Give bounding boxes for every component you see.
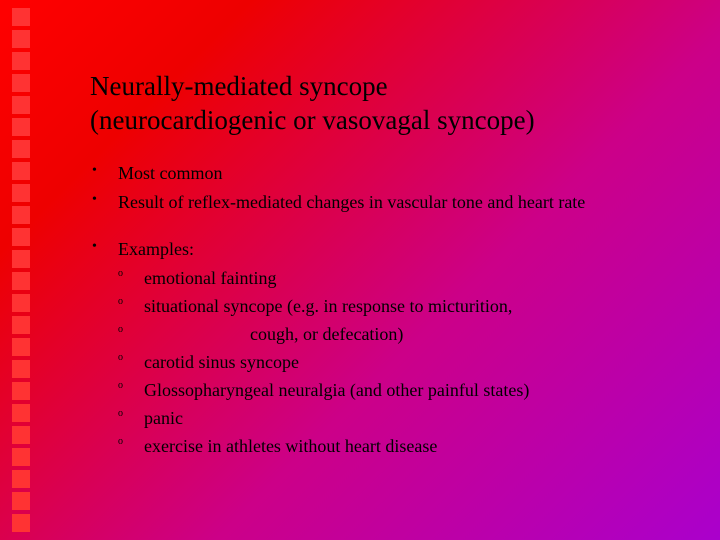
title-line-1: Neurally-mediated syncope — [90, 71, 388, 101]
decor-square — [12, 140, 30, 158]
decor-square — [12, 52, 30, 70]
decor-square — [12, 492, 30, 510]
decor-square — [12, 316, 30, 334]
spacer — [90, 218, 690, 236]
decor-square — [12, 272, 30, 290]
bullet-item: Result of reflex-mediated changes in vas… — [90, 189, 690, 216]
sub-bullet-item: cough, or defecation) — [90, 321, 690, 347]
decor-square — [12, 250, 30, 268]
decor-square — [12, 162, 30, 180]
decor-square — [12, 338, 30, 356]
sub-bullet-item: Glossopharyngeal neuralgia (and other pa… — [90, 377, 690, 403]
decor-square — [12, 448, 30, 466]
decor-square — [12, 74, 30, 92]
bullet-list: Examples: — [90, 236, 690, 263]
decor-square — [12, 294, 30, 312]
decor-square — [12, 514, 30, 532]
decor-square — [12, 118, 30, 136]
decor-square — [12, 96, 30, 114]
slide: Neurally-mediated syncope (neurocardioge… — [0, 0, 720, 540]
sidebar-squares — [0, 0, 42, 540]
bullet-item: Examples: — [90, 236, 690, 263]
decor-square — [12, 8, 30, 26]
sub-bullet-item: emotional fainting — [90, 265, 690, 291]
sub-bullet-item: situational syncope (e.g. in response to… — [90, 293, 690, 319]
decor-square — [12, 426, 30, 444]
decor-square — [12, 184, 30, 202]
sub-bullet-item: carotid sinus syncope — [90, 349, 690, 375]
sub-bullet-list: emotional fainting situational syncope (… — [90, 265, 690, 460]
sub-bullet-item: panic — [90, 405, 690, 431]
decor-square — [12, 228, 30, 246]
decor-square — [12, 404, 30, 422]
slide-title: Neurally-mediated syncope (neurocardioge… — [90, 70, 690, 138]
title-line-2: (neurocardiogenic or vasovagal syncope) — [90, 105, 535, 135]
bullet-list: Most common Result of reflex-mediated ch… — [90, 160, 690, 216]
decor-square — [12, 382, 30, 400]
content-area: Neurally-mediated syncope (neurocardioge… — [90, 70, 690, 461]
bullet-item: Most common — [90, 160, 690, 187]
decor-square — [12, 206, 30, 224]
decor-square — [12, 30, 30, 48]
decor-square — [12, 360, 30, 378]
decor-square — [12, 470, 30, 488]
sub-bullet-item: exercise in athletes without heart disea… — [90, 433, 690, 459]
